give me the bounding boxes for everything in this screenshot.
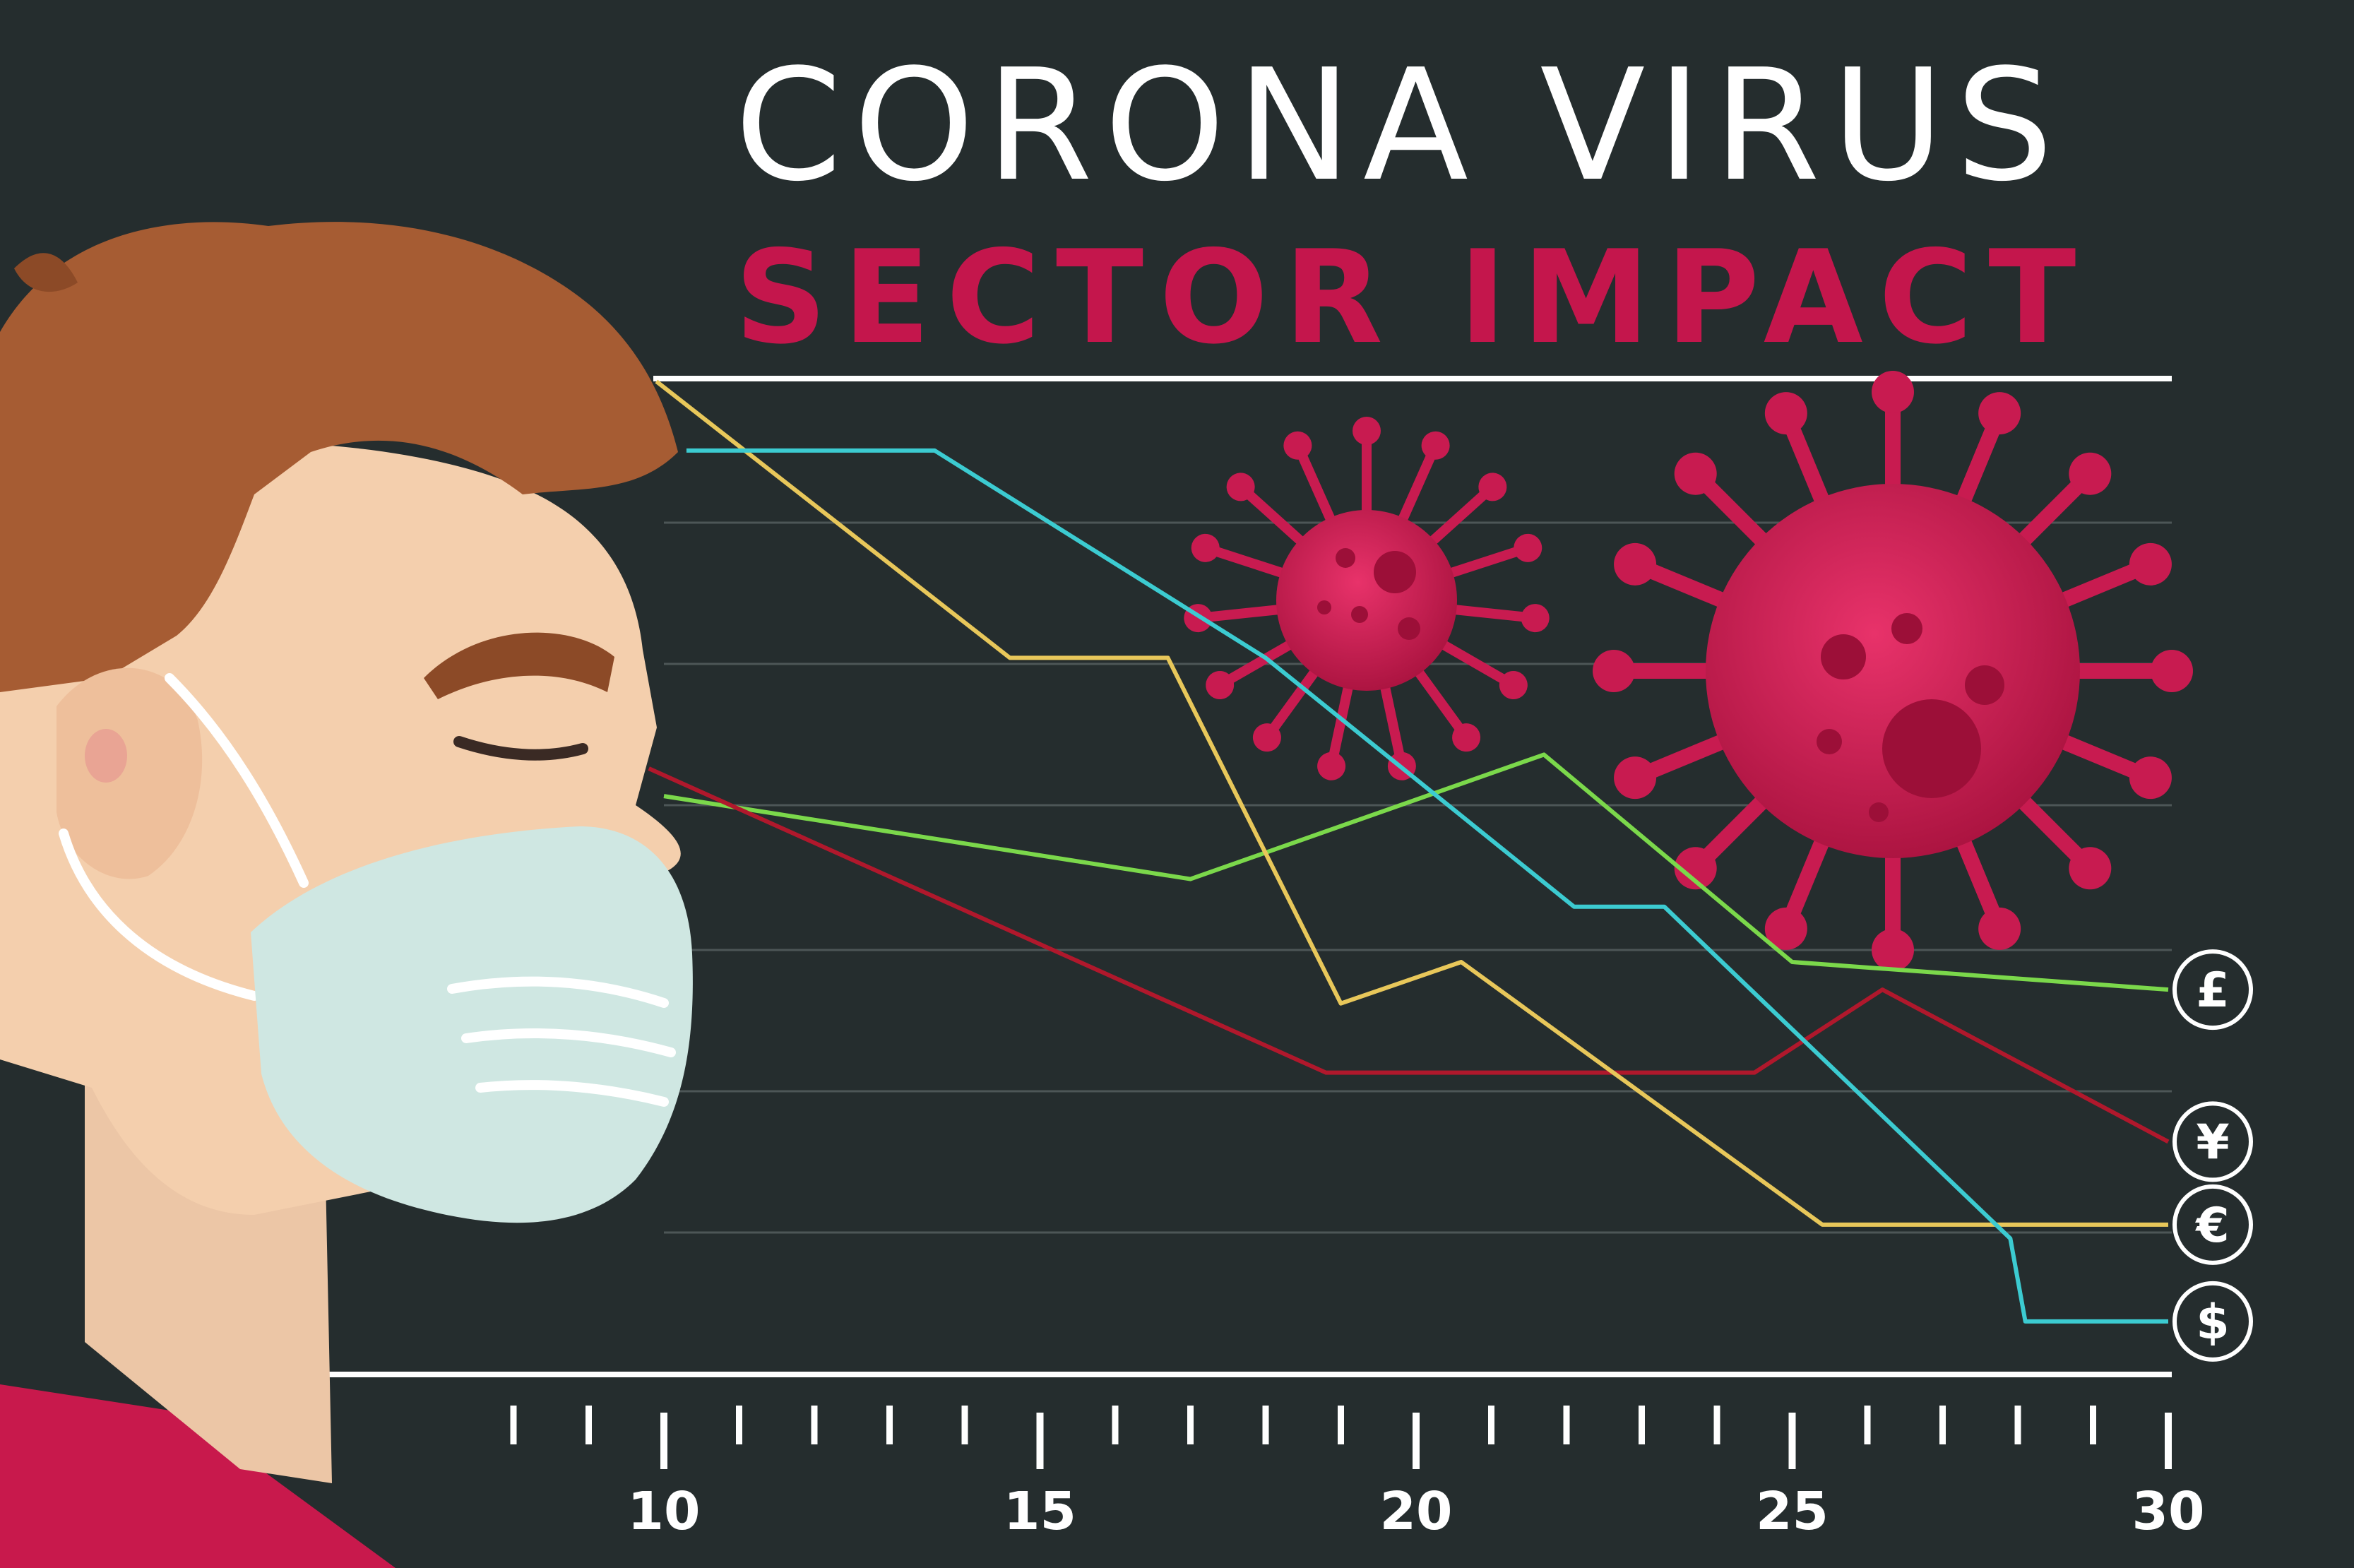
page-title: CORONA VIRUS <box>735 37 2065 215</box>
mask-fold <box>461 1028 676 1057</box>
hair-tuft-shape <box>14 253 78 292</box>
x-tick-label: 30 <box>2132 1481 2205 1542</box>
mask-strap-shape <box>165 673 309 888</box>
hair-shape <box>0 222 678 692</box>
virus-small-icon <box>1182 417 1550 783</box>
virus-large-icon <box>1593 371 2193 971</box>
series-lines: £ ¥ € $ <box>648 379 2253 1362</box>
x-tick-label: 20 <box>1380 1481 1453 1542</box>
x-tick-label: 10 <box>628 1481 701 1542</box>
legend-marker-0 <box>2172 949 2253 1031</box>
series-line-0 <box>663 752 2169 992</box>
person-illustration <box>0 222 693 1568</box>
cheek-blush <box>85 729 127 783</box>
legend-label-3: $ <box>2196 1295 2229 1350</box>
x-tick-label: 15 <box>1004 1481 1076 1542</box>
face-mask-shape <box>251 826 693 1223</box>
mask-fold <box>475 1080 669 1107</box>
x-tick-label: 25 <box>1756 1481 1829 1542</box>
legend-label-2: € <box>2194 1198 2229 1254</box>
mask-fold <box>447 976 669 1008</box>
legend-marker-3 <box>2172 1281 2253 1362</box>
series-line-2 <box>655 379 2168 1227</box>
eyebrow-shape <box>424 632 614 699</box>
series-line-1 <box>648 766 2170 1144</box>
x-axis-ticks: 10 15 20 25 30 <box>510 1406 2205 1542</box>
series-line-3 <box>686 448 2168 1324</box>
ear-shape <box>57 667 203 879</box>
closed-eye-shape <box>453 736 588 761</box>
shirt-shape <box>0 1384 396 1568</box>
legend-marker-1 <box>2172 1101 2253 1182</box>
mask-strap-shape <box>59 828 259 1001</box>
legend-label-1: ¥ <box>2196 1115 2229 1170</box>
legend-label-0: £ <box>2196 963 2229 1018</box>
legend-marker-2 <box>2172 1184 2253 1265</box>
page-subtitle: SECTOR IMPACT <box>735 222 2092 372</box>
